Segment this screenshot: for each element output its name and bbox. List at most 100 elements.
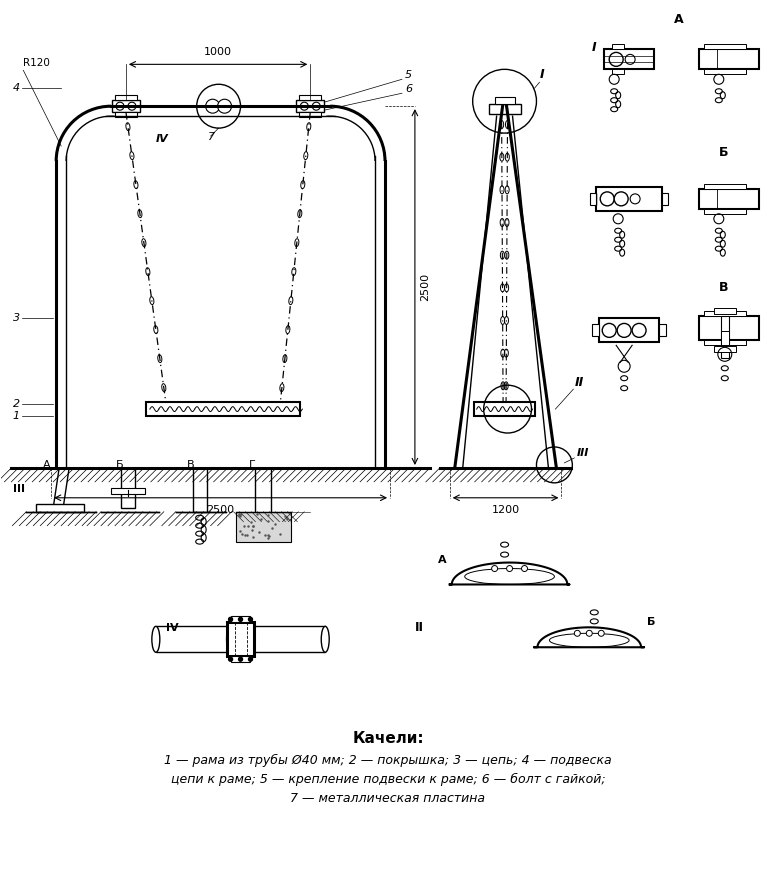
Text: IV: IV	[156, 134, 168, 144]
Circle shape	[602, 324, 616, 338]
Polygon shape	[54, 468, 69, 508]
Circle shape	[229, 657, 233, 661]
Ellipse shape	[247, 626, 255, 652]
Bar	[714, 309, 736, 315]
Text: цепи к раме; 5 — крепление подвески к раме; 6 — болт с гайкой;: цепи к раме; 5 — крепление подвески к ра…	[171, 774, 605, 787]
Bar	[192, 468, 206, 512]
Text: Б: Б	[719, 146, 729, 159]
Bar	[111, 488, 145, 494]
Text: III: III	[13, 484, 26, 494]
Bar	[612, 69, 624, 75]
Bar	[236, 512, 291, 542]
Text: 2500: 2500	[206, 505, 234, 515]
Circle shape	[229, 617, 233, 621]
Bar	[612, 45, 624, 49]
Text: II: II	[574, 376, 584, 389]
Text: 6: 6	[405, 84, 412, 94]
Bar	[699, 49, 759, 69]
Circle shape	[217, 99, 231, 113]
Bar	[699, 317, 759, 340]
Circle shape	[598, 631, 605, 637]
Bar	[596, 187, 662, 210]
Text: IV: IV	[166, 624, 178, 633]
Text: 3: 3	[12, 313, 20, 324]
Circle shape	[128, 103, 136, 111]
Text: III: III	[577, 448, 589, 458]
Bar	[704, 311, 746, 317]
Circle shape	[587, 631, 592, 637]
Bar	[230, 617, 251, 623]
Bar	[721, 317, 729, 359]
Circle shape	[625, 54, 635, 64]
Bar	[592, 324, 599, 337]
Bar	[473, 403, 535, 416]
Bar	[251, 626, 325, 652]
Bar	[156, 626, 230, 652]
Text: 1 — рама из трубы Ø40 мм; 2 — покрышка; 3 — цепь; 4 — подвеска: 1 — рама из трубы Ø40 мм; 2 — покрышка; …	[165, 754, 611, 767]
Text: A: A	[438, 554, 446, 565]
Bar	[494, 97, 514, 104]
Text: 2: 2	[12, 399, 20, 410]
Bar	[300, 96, 321, 100]
Bar	[699, 189, 759, 209]
Text: 2500: 2500	[420, 273, 430, 301]
Bar	[227, 623, 255, 656]
Bar	[146, 403, 300, 416]
Bar	[300, 112, 321, 118]
Text: Б: Б	[116, 460, 123, 470]
Polygon shape	[450, 562, 570, 584]
Circle shape	[312, 103, 320, 111]
Bar	[112, 100, 140, 112]
Text: 1: 1	[12, 411, 20, 421]
Bar	[115, 112, 137, 118]
Bar	[489, 104, 521, 114]
Text: I: I	[591, 41, 596, 54]
Text: 1200: 1200	[491, 505, 520, 515]
Text: 5: 5	[405, 70, 412, 81]
Text: Качели:: Качели:	[352, 731, 424, 746]
Circle shape	[630, 194, 640, 203]
Bar	[704, 340, 746, 346]
Bar	[704, 209, 746, 214]
Text: II: II	[415, 621, 424, 634]
Bar	[255, 468, 272, 539]
Bar	[296, 100, 324, 112]
Text: 7: 7	[208, 132, 215, 142]
Text: Б: Б	[647, 617, 656, 627]
Bar	[591, 193, 596, 205]
Circle shape	[609, 53, 623, 67]
Bar	[704, 184, 746, 189]
Circle shape	[614, 192, 628, 206]
Circle shape	[574, 631, 580, 637]
Bar	[599, 318, 659, 342]
Text: Г: Г	[248, 460, 255, 470]
Circle shape	[248, 617, 252, 621]
Polygon shape	[535, 627, 644, 647]
Bar	[230, 656, 251, 662]
Text: A: A	[674, 13, 684, 26]
Text: R120: R120	[23, 59, 50, 68]
Circle shape	[116, 103, 124, 111]
Bar	[714, 346, 736, 353]
Bar	[121, 468, 135, 508]
Circle shape	[507, 566, 513, 572]
Text: 4: 4	[12, 83, 20, 93]
Text: 7 — металлическая пластина: 7 — металлическая пластина	[290, 792, 486, 805]
Ellipse shape	[227, 626, 234, 652]
Circle shape	[300, 103, 308, 111]
Bar	[704, 45, 746, 49]
Bar	[659, 324, 666, 337]
Ellipse shape	[321, 626, 329, 652]
Circle shape	[248, 657, 252, 661]
Circle shape	[238, 657, 243, 661]
Text: В: В	[719, 281, 729, 294]
Text: А: А	[43, 460, 51, 470]
Circle shape	[238, 617, 243, 621]
Circle shape	[521, 566, 528, 572]
Circle shape	[196, 84, 241, 128]
Circle shape	[632, 324, 646, 338]
Bar	[605, 49, 654, 69]
Circle shape	[492, 566, 497, 572]
Bar	[704, 69, 746, 75]
Text: 1000: 1000	[204, 47, 232, 57]
